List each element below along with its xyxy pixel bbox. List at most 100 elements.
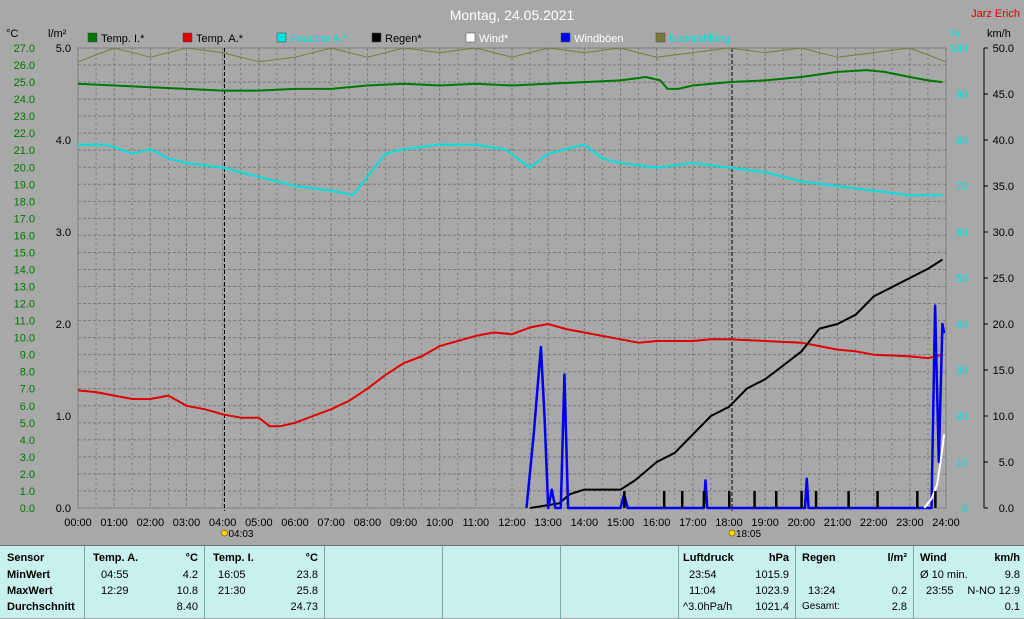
rain-marker	[702, 491, 706, 508]
humidity-tick-label: 20	[956, 411, 968, 423]
chart-axes: 0.0 1.0 2.0 3.0 4.0 5.0 6.0 7.0 8.0 9.0 10.0 11.0 12…	[14, 43, 1014, 540]
sunset-label: 18:05	[736, 529, 761, 540]
rain-marker	[753, 491, 756, 508]
max-label: MaxWert	[7, 585, 53, 597]
temp-a-column: Temp. A. °C 04:55 4.2 12:29 10.8 8.40	[85, 546, 205, 619]
time-tick-label: 04:00	[209, 517, 237, 529]
rain-max-time: 13:24	[808, 585, 836, 597]
time-tick-label: 14:00	[571, 517, 599, 529]
rain-max-value: 0.2	[891, 585, 907, 597]
humidity-tick-label: 70	[956, 181, 968, 193]
wind-avg10-value: 9.8	[1004, 569, 1020, 581]
temp-tick-label: 25.0	[14, 77, 35, 89]
rain-total-label: Gesamt:	[802, 601, 840, 612]
humidity-tick-label: 90	[956, 89, 968, 101]
rain-axis-unit: l/m²	[48, 28, 67, 40]
chart-grid	[77, 47, 947, 509]
wind-tick-label: 0.0	[999, 503, 1014, 515]
sunrise-icon	[221, 529, 228, 537]
time-tick-label: 06:00	[281, 517, 309, 529]
wind-tick-label: 10.0	[993, 411, 1014, 423]
pressure-unit: hPa	[768, 552, 789, 564]
temp-tick-label: 23.0	[14, 111, 35, 123]
temp-i-min-time: 16:05	[218, 569, 246, 581]
time-tick-label: 21:00	[824, 517, 852, 529]
wind-tick-label: 15.0	[993, 365, 1014, 377]
temp-tick-label: 11.0	[14, 316, 35, 328]
temp-tick-label: 10.0	[14, 333, 35, 345]
time-tick-label: 07:00	[317, 517, 345, 529]
temp-tick-label: 17.0	[14, 213, 35, 225]
temp-tick-label: 21.0	[14, 145, 35, 157]
time-tick-label: 13:00	[534, 517, 562, 529]
time-tick-label: 17:00	[679, 517, 707, 529]
temp-i-header: Temp. I.	[213, 552, 254, 564]
legend-label: Temp. A.*	[196, 33, 244, 45]
temp-a-max-value: 10.8	[176, 585, 198, 597]
rain-tick-label: 5.0	[56, 43, 71, 55]
temp-i-max-time: 21:30	[218, 585, 246, 597]
temp-tick-label: 24.0	[14, 94, 35, 106]
series-temp-a	[77, 323, 943, 428]
min-label: MinWert	[7, 569, 51, 581]
temp-tick-label: 6.0	[20, 401, 35, 413]
humidity-tick-label: 80	[956, 135, 968, 147]
temp-tick-label: 22.0	[14, 128, 35, 140]
rain-marker	[916, 491, 919, 508]
wind-unit: km/h	[994, 552, 1020, 564]
sensor-column: Sensor MinWert MaxWert Durchschnitt	[0, 546, 85, 619]
legend-swatch	[371, 32, 382, 43]
humidity-tick-label: 30	[956, 365, 968, 377]
pressure-min-time: 23:54	[689, 569, 717, 581]
time-tick-label: 20:00	[788, 517, 816, 529]
time-tick-label: 11:00	[462, 517, 489, 529]
rain-marker	[876, 491, 879, 508]
legend-label: Einstrahlung	[669, 33, 730, 45]
temp-tick-label: 20.0	[14, 162, 35, 174]
temp-a-min-value: 4.2	[182, 569, 198, 581]
empty-column-3	[561, 546, 679, 619]
rain-header: Regen	[802, 552, 836, 564]
rain-total-value: 2.8	[891, 601, 907, 613]
humidity-tick-label: 100	[950, 43, 968, 55]
temp-i-avg-value: 24.73	[290, 601, 318, 613]
series-windböen	[525, 304, 946, 510]
temp-a-header: Temp. A.	[93, 552, 139, 564]
empty-column-1	[325, 546, 443, 619]
temp-tick-label: 5.0	[20, 418, 35, 430]
wind-max-time: 23:55	[926, 585, 954, 597]
rain-marker	[800, 491, 803, 508]
wind-avg10-label: Ø 10 min.	[920, 569, 968, 581]
legend-label: Regen*	[385, 33, 422, 45]
time-tick-label: 00:00	[64, 517, 92, 529]
time-tick-label: 02:00	[137, 517, 165, 529]
series-regen	[529, 258, 943, 509]
humidity-axis-unit: %	[950, 28, 960, 40]
legend-label: Feuchte A.*	[290, 33, 348, 45]
time-tick-label: 23:00	[896, 517, 924, 529]
temp-tick-label: 27.0	[14, 43, 35, 55]
temp-tick-label: 14.0	[14, 264, 35, 276]
rain-tick-label: 1.0	[56, 411, 71, 423]
chart-legend: Temp. I.* Temp. A.* Feuchte A.* Regen* Wind*…	[87, 32, 730, 45]
rain-tick-label: 4.0	[56, 135, 71, 147]
wind-tick-label: 20.0	[993, 319, 1014, 331]
temp-tick-label: 16.0	[14, 230, 35, 242]
wind-column: Wind km/h Ø 10 min. 9.8 23:55 N-NO 12.9 …	[914, 546, 1024, 619]
temp-tick-label: 26.0	[14, 60, 35, 72]
avg-label: Durchschnitt	[7, 601, 75, 613]
humidity-tick-label: 50	[956, 273, 968, 285]
temp-tick-label: 19.0	[14, 179, 35, 191]
rain-tick-label: 3.0	[56, 227, 71, 239]
temp-tick-label: 4.0	[20, 435, 35, 447]
pressure-trend: ^3.0hPa/h	[683, 601, 733, 613]
time-tick-label: 15:00	[607, 517, 635, 529]
wind-header: Wind	[920, 552, 947, 564]
temp-axis-unit: °C	[6, 28, 18, 40]
rain-unit: l/m²	[887, 552, 907, 564]
series-feuchte-a	[78, 143, 943, 197]
wind-max-value: N-NO 12.9	[967, 585, 1020, 597]
wind-axis-unit: km/h	[987, 28, 1011, 40]
temp-tick-label: 15.0	[14, 247, 35, 259]
time-tick-label: 22:00	[860, 517, 888, 529]
